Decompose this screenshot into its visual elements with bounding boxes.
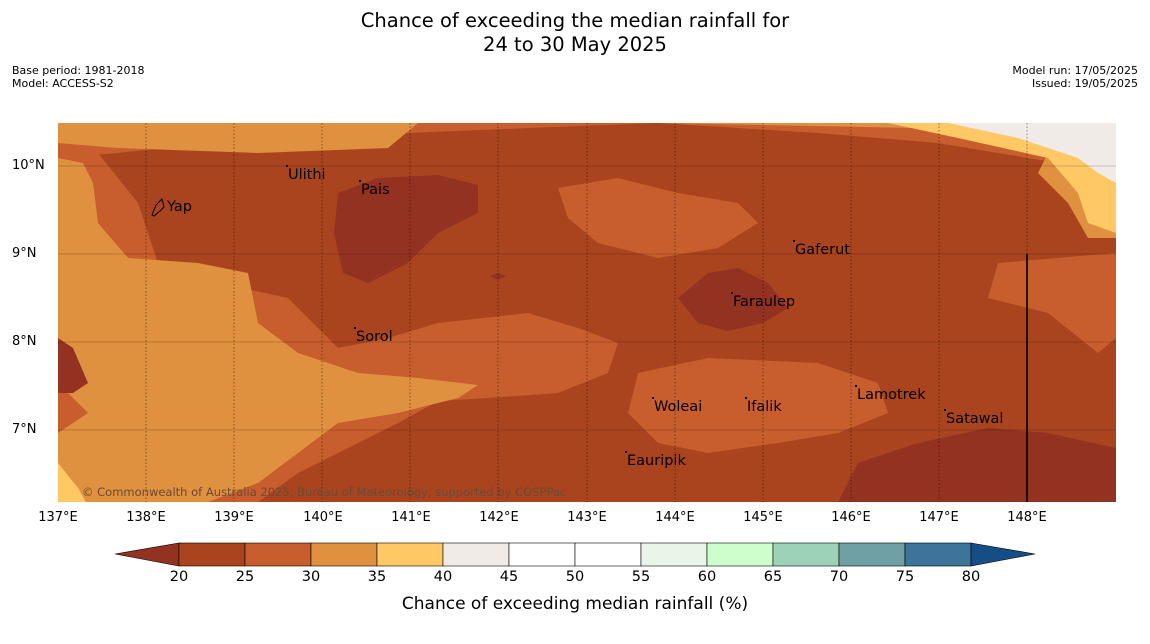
band-below-20-central [334,175,478,283]
place-yap: Yap [167,199,192,215]
colorbar-cell-40_45 [442,542,510,567]
colorbar-tick-45: 45 [499,569,519,585]
place-faraulep: Faraulep [731,292,796,310]
lat-label-10n: 10°N [12,158,45,173]
band-below-20-west [58,338,88,393]
place-marker [855,385,857,387]
band-below-20-faraulep [678,268,788,331]
colorbar-tick-25: 25 [235,569,255,585]
colorbar-cell-55_60 [640,542,708,567]
copyright-notice: © Commonwealth of Australia 2025, Bureau… [82,485,567,499]
lon-label-146e: 146°E [831,510,871,525]
colorbar-cell-25_30 [244,542,312,567]
lon-label-144e: 144°E [655,510,695,525]
model-run: Model run: 17/05/2025 [1012,64,1138,77]
place-marker [354,327,356,329]
title-line-1: Chance of exceeding the median rainfall … [360,9,790,32]
colorbar [115,542,1036,567]
colorbar-cell-70_75 [838,542,906,567]
lon-label-148e: 148°E [1007,510,1047,525]
place-pais: Pais [359,180,390,198]
place-ifalik: Ifalik [745,397,782,415]
colorbar-tick-75: 75 [895,569,915,585]
colorbar-extend-low [115,542,180,567]
colorbar-cell-60_65 [706,542,774,567]
colorbar-tick-50: 50 [565,569,585,585]
place-marker [359,180,361,182]
lon-label-139e: 139°E [214,510,254,525]
place-woleai: Woleai [652,397,703,415]
yap-island [151,198,165,217]
colorbar-cell-65_70 [772,542,840,567]
lat-label-9n: 9°N [12,246,37,261]
band-40-45-ne [948,123,1116,183]
lon-label-141e: 141°E [391,510,431,525]
colorbar-cell-20_25 [178,542,246,567]
place-lamotrek: Lamotrek [855,385,926,403]
place-satawal: Satawal [944,409,1004,427]
colorbar-cell-50_55 [574,542,642,567]
place-ulithi: Ulithi [286,165,326,183]
colorbar-extend-high [970,542,1036,567]
band-30-35-west [58,158,478,502]
lon-label-137e: 137°E [38,510,78,525]
place-marker [286,165,288,167]
colorbar-label: Chance of exceeding median rainfall (%) [401,594,749,614]
colorbar-tick-30: 30 [301,569,321,585]
colorbar-cell-75_80 [904,542,972,567]
colorbar-tick-70: 70 [829,569,849,585]
colorbar-tick-80: 80 [961,569,981,585]
colorbar-cell-35_40 [376,542,444,567]
place-marker [944,409,946,411]
rainfall-map[interactable]: Ulithi Pais Yap Gaferut Faraulep Sorol L… [58,123,1116,502]
lon-label-142e: 142°E [479,510,519,525]
colorbar-cells [178,542,972,567]
place-sorol: Sorol [354,327,393,345]
colorbar-tick-60: 60 [697,569,717,585]
band-30-35-top-left [58,123,418,153]
graticule [145,123,1028,502]
meta-right: Model run: 17/05/2025 Issued: 19/05/2025 [1012,64,1138,90]
model-name: Model: ACCESS-S2 [12,77,114,90]
place-marker [625,451,627,453]
colorbar-tick-65: 65 [763,569,783,585]
issued-date: Issued: 19/05/2025 [1031,77,1138,90]
band-25-30-east [988,253,1116,353]
map-title: Chance of exceeding the median rainfall … [0,9,1150,57]
lat-label-8n: 8°N [12,334,37,349]
title-line-2: 24 to 30 May 2025 [483,33,667,56]
lon-label-143e: 143°E [567,510,607,525]
map-fill [58,123,1116,502]
meta-left: Base period: 1981-2018 Model: ACCESS-S2 [12,64,144,90]
colorbar-cell-30_35 [310,542,378,567]
latitude-lines [58,165,1116,431]
lon-label-138e: 138°E [126,510,166,525]
place-marker [731,292,733,294]
colorbar-tick-35: 35 [367,569,387,585]
colorbar-tick-40: 40 [433,569,453,585]
lon-label-147e: 147°E [919,510,959,525]
colorbar-cell-45_50 [508,542,576,567]
place-marker [652,397,654,399]
band-below-20-spot [490,273,506,280]
base-period: Base period: 1981-2018 [12,64,145,77]
place-eauripik: Eauripik [625,451,686,469]
place-marker [793,240,795,242]
place-marker [745,397,747,399]
band-25-30-patch [558,178,758,258]
lon-label-145e: 145°E [743,510,783,525]
colorbar-tick-20: 20 [169,569,189,585]
place-gaferut: Gaferut [793,240,850,258]
band-25-30-south [628,358,888,453]
band-below-20-se [838,428,1116,502]
lat-label-7n: 7°N [12,422,37,437]
band-35-40-sw [58,463,86,502]
colorbar-tick-55: 55 [631,569,651,585]
lon-label-140e: 140°E [303,510,343,525]
